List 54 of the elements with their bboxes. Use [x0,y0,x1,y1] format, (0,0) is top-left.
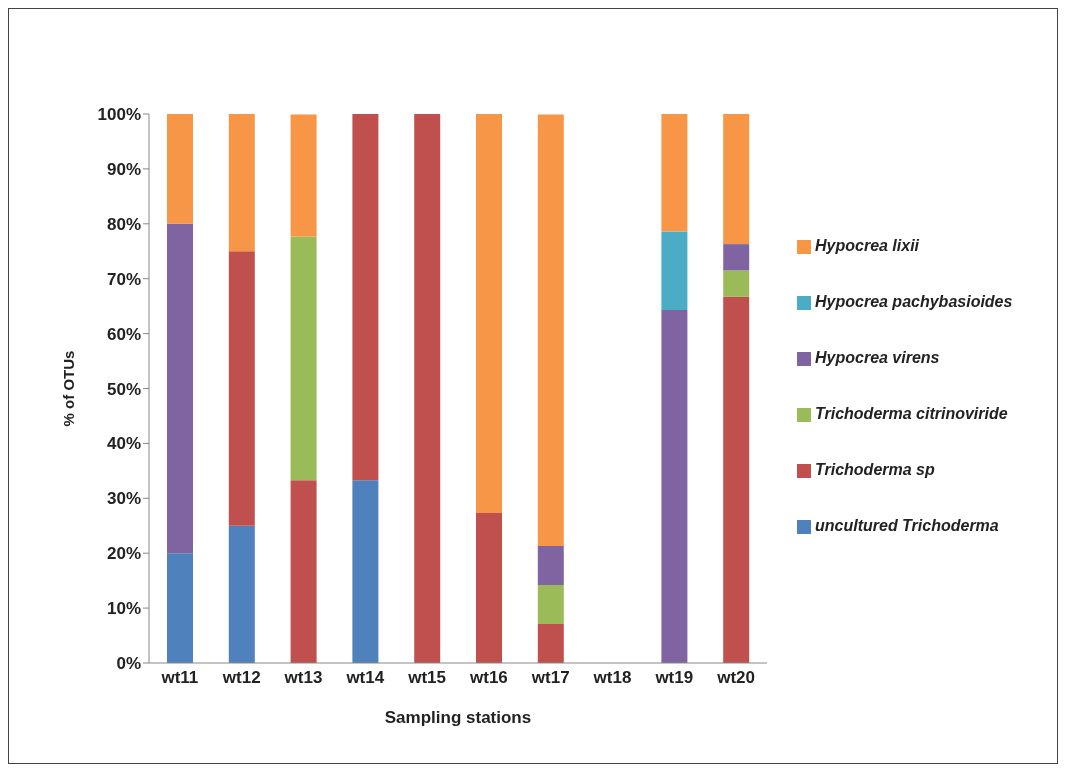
legend-label: uncultured Trichoderma [815,517,999,534]
legend-label: Hypocrea pachybasioides [815,293,1013,310]
bar [723,114,750,245]
bar [228,525,255,663]
y-axis-title: % of OTUs [60,350,78,427]
y-tick-label: 70% [106,269,141,289]
bar [661,231,688,310]
legend-label: Hypocrea virens [815,349,940,366]
y-tick-label: 50% [106,379,141,399]
legend-label: Trichoderma citrinoviride [815,405,1008,422]
y-tick-label: 40% [106,434,141,454]
bar [476,513,502,663]
bar [290,480,317,663]
bar [476,114,502,514]
bar [661,114,688,232]
bar [723,270,750,297]
x-tick-label: wt17 [530,668,570,688]
bar [352,480,379,663]
x-tick-label: wt11 [160,668,199,688]
y-tick-label: 10% [106,599,141,619]
legend-label: Trichoderma sp [815,461,935,478]
x-tick-label: wt18 [592,668,632,688]
bar [290,236,317,481]
bar [167,223,193,554]
bar [167,553,193,663]
x-tick-label: wt12 [221,668,261,688]
x-axis-title: Sampling stations [384,708,532,727]
x-tick-label: wt14 [345,668,385,688]
y-tick-label: 60% [106,324,141,344]
x-tick-label: wt15 [407,668,446,688]
bar [723,296,750,663]
bar [537,585,564,625]
bar [290,114,317,237]
bar [723,244,750,271]
bar [537,546,564,586]
y-tick-label: 0% [116,654,141,674]
y-tick-label: 20% [106,544,141,564]
x-tick-label: wt20 [716,668,755,688]
y-tick-label: 100% [97,105,141,125]
bar [661,309,688,663]
y-tick-label: 90% [106,159,141,179]
bar [167,114,193,224]
legend-label: Hypocrea lixii [815,237,920,254]
y-tick-label: 30% [106,489,141,509]
x-tick-label: wt13 [283,668,323,688]
bar [352,114,379,481]
bar [228,114,255,252]
y-tick-label: 80% [106,214,141,234]
x-tick-label: wt16 [469,668,508,688]
bar [537,624,564,663]
bar [228,251,255,526]
bar [414,114,441,663]
x-tick-label: wt19 [654,668,694,688]
bar [537,114,564,547]
